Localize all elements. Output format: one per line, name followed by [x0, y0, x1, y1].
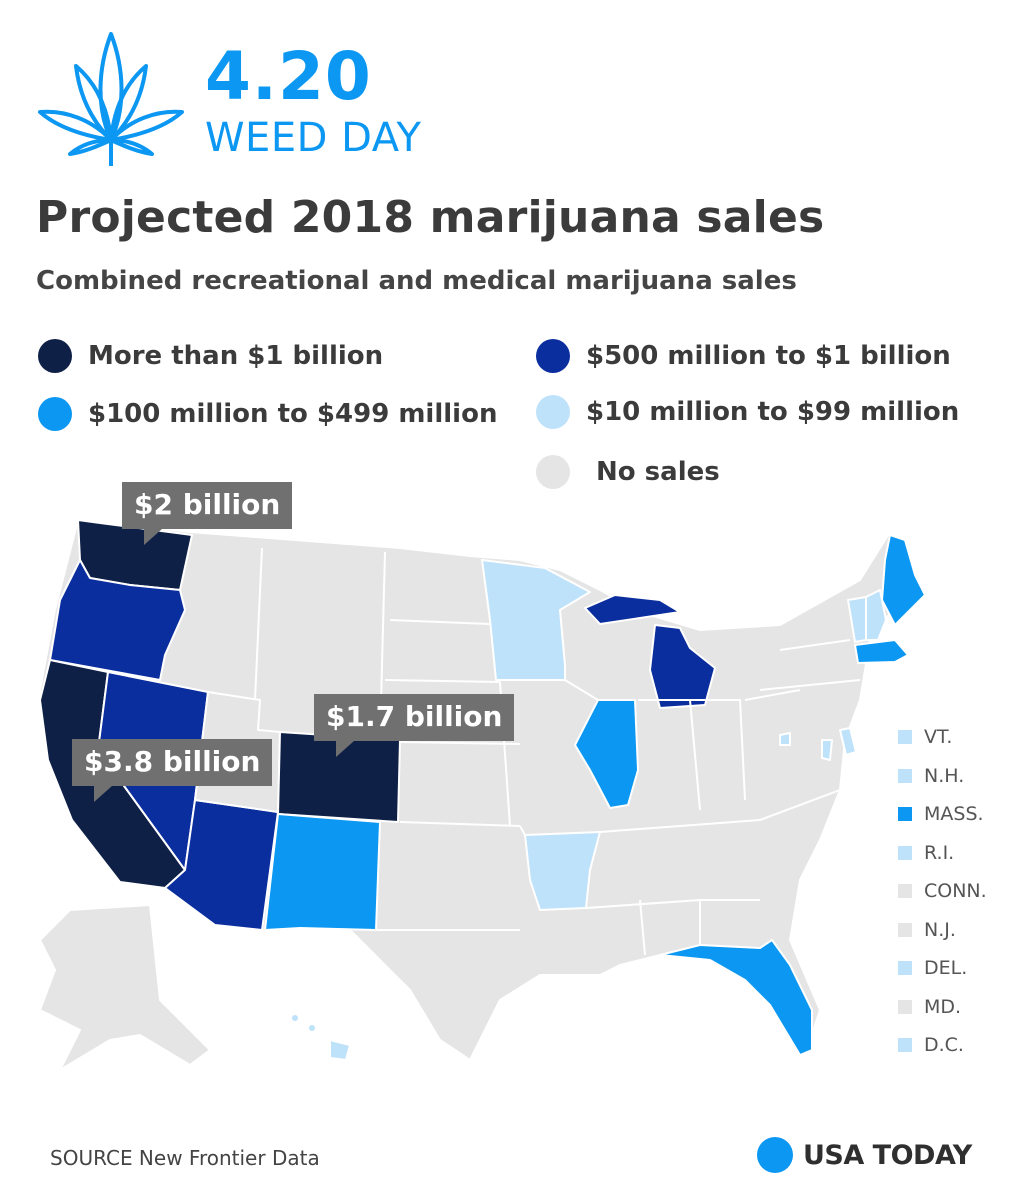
legend-swatch-icon — [536, 339, 570, 373]
small-state-label: CONN. — [924, 880, 987, 903]
small-state-dc: D.C. — [898, 1026, 987, 1065]
small-state-label: VT. — [924, 726, 953, 749]
small-state-label: R.I. — [924, 841, 955, 864]
state-new-mexico — [264, 813, 381, 931]
legend-item-no-sales: No sales — [536, 455, 720, 489]
legend-label: $100 million to $499 million — [88, 399, 498, 429]
source-credit: SOURCE New Frontier Data — [50, 1146, 320, 1170]
small-state-ri: R.I. — [898, 834, 987, 873]
legend-item-100m-499m: $100 million to $499 million — [38, 397, 497, 431]
legend-swatch-icon — [536, 455, 570, 489]
state-minnesota — [481, 559, 591, 681]
legend-label: $500 million to $1 billion — [586, 341, 951, 371]
small-state-swatch-icon — [898, 961, 912, 976]
legend-swatch-icon — [536, 395, 570, 429]
state-michigan-lower — [649, 624, 716, 709]
page-title: Projected 2018 marijuana sales — [36, 192, 825, 243]
callout-california: $3.8 billion — [72, 739, 273, 802]
state-massachusetts — [854, 639, 909, 664]
small-state-label: DEL. — [924, 957, 968, 980]
small-state-conn: CONN. — [898, 872, 987, 911]
legend-item-over-1b: More than $1 billion — [38, 339, 383, 373]
small-state-nj: N.J. — [898, 911, 987, 950]
small-state-vt: VT. — [898, 718, 987, 757]
legend-label: $10 million to $99 million — [586, 397, 960, 427]
legend-item-500m-1b: $500 million to $1 billion — [536, 339, 951, 373]
callout-colorado: $1.7 billion — [314, 694, 515, 757]
header-subtitle: WEED DAY — [205, 115, 422, 161]
small-state-swatch-icon — [898, 999, 912, 1014]
state-delaware — [839, 727, 857, 756]
state-new-hampshire — [865, 589, 887, 641]
small-state-label: D.C. — [924, 1034, 964, 1057]
state-illinois — [574, 699, 639, 809]
small-state-label: MASS. — [924, 803, 984, 826]
small-state-swatch-icon — [898, 845, 912, 860]
legend-label: No sales — [596, 457, 720, 487]
state-florida — [659, 939, 813, 1056]
small-state-swatch-icon — [898, 922, 912, 937]
legend-item-10m-99m: $10 million to $99 million — [536, 395, 959, 429]
small-state-label: MD. — [924, 995, 962, 1018]
small-state-label: N.H. — [924, 764, 965, 787]
usa-today-wordmark: USA TODAY — [803, 1139, 972, 1171]
small-state-label: N.J. — [924, 918, 956, 941]
small-state-del: DEL. — [898, 949, 987, 988]
small-states-key: VT. N.H. MASS. R.I. CONN. N.J. DEL. MD. … — [898, 718, 987, 1065]
state-maryland-dot — [779, 732, 791, 746]
header-number: 4.20 — [205, 38, 372, 115]
small-state-swatch-icon — [898, 768, 912, 783]
state-michigan-upper — [584, 594, 681, 625]
state-hawaii-islands — [290, 1013, 300, 1023]
state-oregon — [49, 559, 186, 681]
usa-today-dot-icon — [757, 1137, 793, 1173]
small-state-swatch-icon — [898, 1038, 912, 1053]
legend-swatch-icon — [38, 397, 72, 431]
state-hawaii — [329, 1039, 351, 1061]
small-state-swatch-icon — [898, 730, 912, 745]
small-state-mass: MASS. — [898, 795, 987, 834]
state-maine — [881, 534, 926, 626]
legend-label: More than $1 billion — [88, 341, 384, 371]
usa-today-logo: USA TODAY — [757, 1137, 972, 1173]
state-alaska — [39, 904, 211, 1071]
small-state-swatch-icon — [898, 884, 912, 899]
page-subtitle: Combined recreational and medical mariju… — [36, 266, 797, 296]
legend-swatch-icon — [38, 339, 72, 373]
callout-washington: $2 billion — [122, 482, 293, 545]
small-state-swatch-icon — [898, 807, 912, 822]
cannabis-leaf-icon — [38, 32, 184, 166]
small-state-nh: N.H. — [898, 757, 987, 796]
us-map — [39, 519, 926, 1071]
state-hawaii-islands-2 — [307, 1023, 317, 1033]
state-dc — [821, 739, 833, 761]
small-state-md: MD. — [898, 988, 987, 1027]
